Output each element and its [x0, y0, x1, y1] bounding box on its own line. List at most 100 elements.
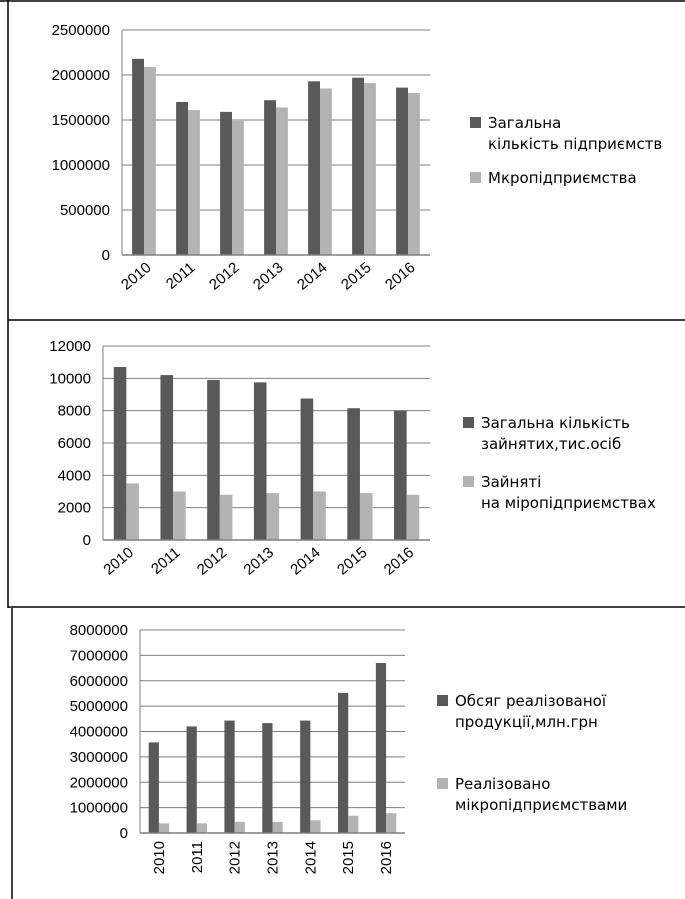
x-tick-label: 2011	[189, 841, 206, 873]
x-axis-line	[102, 346, 430, 541]
bar-series-2-2014	[310, 820, 321, 833]
bar-series-1-2011	[176, 102, 188, 255]
bar-series-2-2013	[266, 493, 280, 540]
y-tick-label: 5000000	[70, 698, 128, 715]
chart-enterprises: 0 500000 1000000 1500000 2000000 2500000 2010…	[52, 22, 663, 294]
bar-series-1-2015	[337, 692, 349, 833]
bar-series-1-2012	[224, 720, 235, 833]
bar-series-2-2015	[364, 83, 376, 255]
legend-label-series-1: Загальна кількість зайнятих,тис.осіб	[481, 414, 635, 453]
x-tick-label: 2012	[206, 259, 242, 293]
legend-swatch-series-2	[470, 172, 481, 183]
bar-series-2-2010	[158, 823, 170, 833]
bars	[132, 58, 420, 256]
legend-label-series-1: Загальна кількість підприємств	[488, 114, 662, 153]
legend-label-series-2: Мкропідприємства	[488, 169, 637, 187]
bar-series-2-2012	[232, 120, 244, 256]
bar-series-2-2014	[320, 88, 332, 255]
bar-series-2-2010	[126, 483, 139, 540]
bar-series-1-2013	[253, 382, 267, 540]
y-tick-label: 10000	[49, 370, 91, 387]
legend-label-line-2: продукції,млн.грн	[455, 713, 598, 731]
y-tick-label: 8000	[58, 403, 91, 420]
legend-swatch-series-2	[437, 778, 448, 789]
x-tick-label: 2016	[378, 841, 395, 874]
bar-series-1-2016	[375, 662, 387, 833]
bar-series-1-2014	[300, 398, 314, 540]
bar-series-1-2011	[160, 375, 174, 540]
x-tick-label: 2012	[194, 544, 230, 578]
bar-series-1-2012	[207, 379, 220, 540]
y-tick-labels: 0 1000000 2000000 3000000 4000000 5000000 6000…	[70, 622, 128, 842]
y-tick-label: 0	[120, 825, 128, 842]
legend-label-series-1-text: Загальна	[488, 114, 561, 132]
legend: Обсяг реалізованої продукції,млн.грн Реа…	[437, 692, 627, 814]
y-tick-label: 2000000	[52, 67, 110, 84]
bar-series-2-2012	[219, 494, 233, 540]
bar-series-1-2010	[113, 367, 127, 540]
bar-series-2-2016	[408, 93, 420, 255]
bar-series-2-2015	[348, 815, 359, 833]
bar-series-2-2015	[359, 493, 373, 540]
legend-label-line-2: на міропідприємствах	[481, 494, 656, 512]
x-tick-label: 2010	[151, 841, 168, 874]
bar-series-1-2010	[148, 742, 159, 833]
chart-sales-volume: 0 1000000 2000000 3000000 4000000 5000000 6000…	[70, 622, 628, 874]
chart-employment: 0 2000 4000 6000 8000 10000 12000 2010 2011 2012…	[49, 338, 656, 579]
y-tick-label: 2000000	[70, 774, 128, 791]
legend: Загальна кількість зайнятих,тис.осіб Зай…	[463, 414, 656, 512]
x-tick-label: 2014	[294, 259, 330, 293]
x-tick-label: 2015	[338, 259, 374, 293]
bar-series-1-2010	[132, 58, 144, 255]
y-tick-label: 7000000	[70, 647, 128, 664]
legend-label-line-2: зайнятих,тис.осіб	[481, 435, 621, 453]
y-tick-label: 1500000	[52, 112, 110, 129]
y-tick-label: 0	[102, 247, 110, 264]
legend-label-series-2-text: Мкропідприємства	[488, 169, 637, 187]
x-tick-label: 2015	[334, 544, 370, 578]
bar-series-2-2013	[276, 107, 288, 256]
bar-series-2-2014	[313, 491, 326, 540]
legend-label-series-1: Обсяг реалізованої продукції,млн.грн	[455, 692, 611, 731]
x-tick-label: 2016	[381, 544, 417, 578]
legend-label-series-1-text: Обсяг реалізованої	[455, 692, 607, 710]
bar-series-1-2013	[264, 100, 276, 255]
bar-series-1-2016	[396, 87, 408, 255]
y-tick-labels: 0 2000 4000 6000 8000 10000 12000	[49, 338, 91, 549]
x-tick-label: 2011	[163, 259, 199, 293]
x-tick-label: 2010	[100, 544, 136, 578]
y-tick-label: 12000	[49, 338, 91, 355]
x-tick-label: 2012	[227, 841, 244, 874]
x-tick-label: 2011	[148, 544, 184, 578]
bar-series-1-2013	[262, 723, 273, 833]
bar-series-1-2016	[394, 410, 407, 540]
bar-series-2-2011	[196, 823, 208, 833]
bar-series-2-2013	[272, 821, 283, 833]
x-tick-label: 2013	[265, 841, 282, 874]
x-tick-label: 2016	[382, 259, 418, 293]
x-tick-label: 2015	[340, 841, 357, 874]
y-tick-label: 4000	[58, 467, 91, 484]
x-tick-label: 2014	[302, 841, 319, 874]
x-tick-label: 2010	[118, 259, 154, 293]
y-tick-label: 4000000	[70, 724, 128, 741]
bar-series-2-2012	[234, 821, 245, 833]
x-tick-labels: 2010 2011 2012 2013 2014 2015 2016	[151, 841, 395, 874]
bar-series-2-2010	[144, 66, 156, 256]
legend-label-line-2: кількість підприємств	[488, 135, 662, 153]
y-tick-label: 2000	[58, 500, 91, 517]
y-tick-label: 6000000	[70, 673, 128, 690]
legend-swatch-series-1	[463, 417, 474, 428]
bar-series-2-2016	[406, 494, 420, 540]
legend-label-series-2: Реалізовано мікропідприємствами	[455, 775, 627, 814]
y-tick-label: 6000	[58, 435, 91, 452]
legend-label-series-2: Зайняті на міропідприємствах	[481, 473, 656, 512]
y-tick-label: 3000000	[70, 749, 128, 766]
y-tick-label: 500000	[60, 202, 110, 219]
y-tick-label: 8000000	[70, 622, 128, 639]
bars	[113, 367, 420, 540]
bar-series-1-2012	[220, 111, 232, 256]
bar-series-2-2016	[386, 813, 397, 833]
